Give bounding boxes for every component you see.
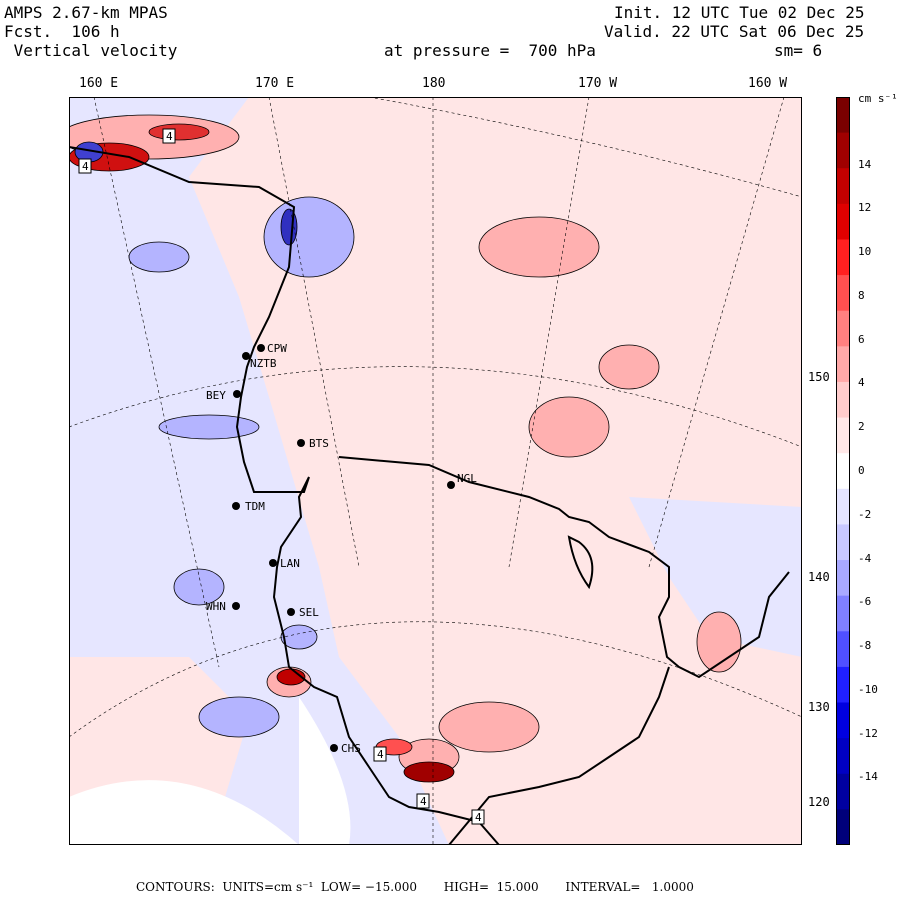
colorbar-segment bbox=[836, 560, 850, 597]
colorbar-segment bbox=[836, 809, 850, 845]
contour-label: 4 bbox=[82, 160, 89, 173]
colorbar-tick-label: 2 bbox=[858, 420, 865, 434]
station-label: NGL bbox=[457, 472, 477, 485]
lon-label: 180 bbox=[422, 76, 446, 91]
colorbar-segment bbox=[836, 310, 850, 347]
negative-blobs bbox=[128, 196, 355, 738]
low-value: LOW= −15.000 bbox=[320, 880, 417, 894]
velocity-map: CPW NZTB BEY BTS NGL TDM LAN WHN SEL CHS… bbox=[69, 97, 802, 845]
colorbar-tick-label: 10 bbox=[858, 245, 872, 259]
station-label: SEL bbox=[299, 606, 319, 619]
colorbar-segment bbox=[836, 488, 850, 525]
colorbar-segment bbox=[836, 203, 850, 240]
colorbar-tick-label: 0 bbox=[858, 464, 865, 477]
colorbar-tick-label: -6 bbox=[858, 595, 872, 609]
colorbar-tick-label: -12 bbox=[858, 726, 878, 740]
colorbar-segment bbox=[836, 595, 850, 632]
colorbar-tick-label: 6 bbox=[858, 332, 865, 346]
station-label: CPW bbox=[267, 342, 287, 355]
contour-label: 4 bbox=[377, 748, 384, 761]
field-name: Vertical velocity bbox=[4, 41, 178, 60]
model-title: AMPS 2.67-km MPAS bbox=[4, 3, 168, 22]
colorbar-tick-label: 8 bbox=[858, 288, 865, 302]
colorbar-segment bbox=[836, 524, 850, 561]
negative-region-east bbox=[629, 497, 802, 657]
contour-label: 4 bbox=[166, 130, 173, 143]
colorbar-tick-label: -4 bbox=[858, 551, 872, 565]
valid-time: Valid. 22 UTC Sat 06 Dec 25 bbox=[604, 22, 865, 41]
lon-label: 160 W bbox=[748, 76, 788, 91]
station-label: BEY bbox=[206, 389, 226, 402]
colorbar-segment bbox=[836, 773, 850, 810]
colorbar bbox=[836, 97, 850, 845]
colorbar-segment bbox=[836, 346, 850, 383]
colorbar-tick-label: 4 bbox=[858, 376, 865, 390]
lon-label: 170 W bbox=[578, 76, 618, 91]
coastline bbox=[69, 146, 790, 845]
pressure-level: at pressure = 700 hPa bbox=[384, 41, 596, 60]
contour-label: 4 bbox=[475, 811, 482, 824]
colorbar-tick-label: 14 bbox=[858, 157, 872, 171]
station-label: LAN bbox=[280, 557, 300, 570]
colorbar-tick-label: -8 bbox=[858, 639, 872, 653]
units-label: UNITS=cm s⁻¹ bbox=[222, 880, 314, 894]
station-labels: CPW NZTB BEY BTS NGL TDM LAN WHN SEL CHS bbox=[206, 342, 477, 755]
ice-shelf bbox=[299, 697, 351, 845]
colorbar-segment bbox=[836, 631, 850, 668]
station-label: NZTB bbox=[250, 357, 277, 370]
colorbar-segment bbox=[836, 239, 850, 276]
lon-label: 160 E bbox=[79, 76, 119, 91]
contours-label: CONTOURS: bbox=[136, 880, 215, 894]
station-label: CHS bbox=[341, 742, 361, 755]
smoothing: sm= 6 bbox=[774, 41, 823, 60]
contour-label: 4 bbox=[420, 795, 427, 808]
colorbar-segment bbox=[836, 453, 850, 490]
colorbar-tick-label: -2 bbox=[858, 507, 872, 521]
colorbar-segment bbox=[836, 702, 850, 739]
ice-shelf bbox=[69, 780, 299, 845]
colorbar-segment bbox=[836, 275, 850, 312]
colorbar-segment bbox=[836, 97, 850, 134]
lon-label: 170 E bbox=[255, 76, 295, 91]
colorbar-segment bbox=[836, 738, 850, 775]
station-markers bbox=[232, 344, 455, 752]
colorbar-tick-label: 12 bbox=[858, 201, 872, 215]
contour-info: CONTOURS: UNITS=cm s⁻¹ LOW= −15.000 HIGH… bbox=[136, 880, 694, 894]
station-label: WHN bbox=[206, 600, 226, 613]
interval-value: INTERVAL= 1.0000 bbox=[565, 880, 694, 894]
colorbar-segment bbox=[836, 132, 850, 169]
colorbar-tick-label: -14 bbox=[858, 770, 878, 784]
colorbar-segment bbox=[836, 168, 850, 205]
colorbar-segment bbox=[836, 666, 850, 704]
colorbar-segment bbox=[836, 381, 850, 419]
init-time: Init. 12 UTC Tue 02 Dec 25 bbox=[614, 3, 865, 22]
colorbar-units: cm s⁻¹ bbox=[858, 92, 898, 105]
colorbar-segment bbox=[836, 417, 850, 454]
map-frame bbox=[69, 97, 802, 845]
contour-labels: 4 4 4 4 4 bbox=[78, 128, 485, 825]
graticule bbox=[69, 97, 802, 845]
colorbar-tick-label: -10 bbox=[858, 682, 878, 696]
station-label: BTS bbox=[309, 437, 329, 450]
high-value: HIGH= 15.000 bbox=[443, 880, 539, 894]
forecast-hour: Fcst. 106 h bbox=[4, 22, 120, 41]
station-label: TDM bbox=[245, 500, 265, 513]
